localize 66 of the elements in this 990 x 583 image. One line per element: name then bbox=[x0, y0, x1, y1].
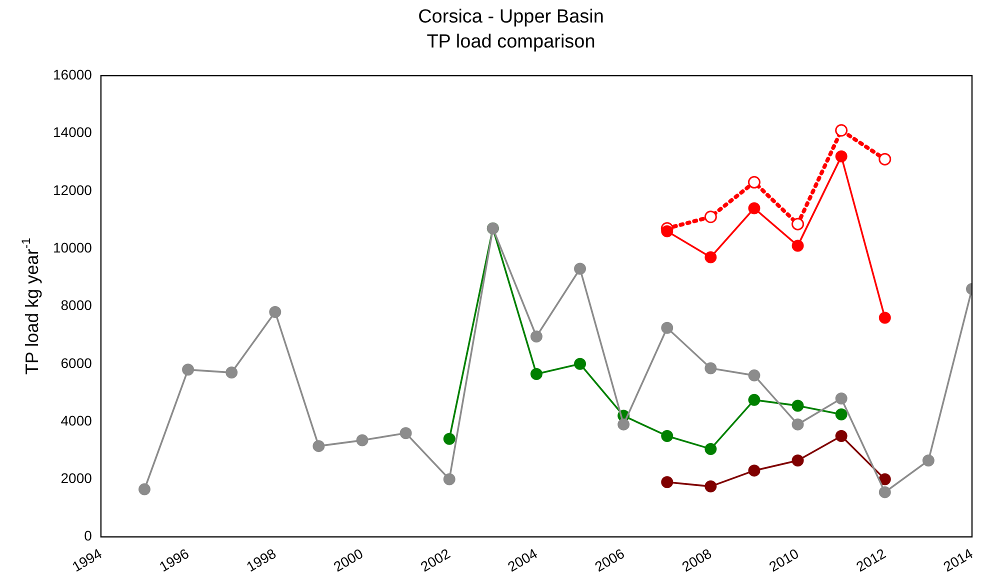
point bbox=[748, 394, 760, 406]
x-tick-label: 1994 bbox=[69, 545, 105, 575]
y-tick-label: 16000 bbox=[52, 66, 92, 82]
point bbox=[356, 434, 368, 446]
point bbox=[530, 368, 542, 380]
x-tick-label: 2006 bbox=[592, 545, 628, 575]
point bbox=[704, 442, 717, 455]
y-tick-label: 14000 bbox=[52, 124, 92, 140]
point bbox=[792, 240, 804, 252]
point bbox=[530, 330, 542, 343]
point bbox=[748, 176, 760, 189]
y-tick-label: 4000 bbox=[60, 412, 92, 428]
point bbox=[878, 486, 891, 498]
x-tick-label: 2010 bbox=[766, 545, 802, 575]
point bbox=[748, 464, 760, 477]
y-tick-label: 6000 bbox=[60, 354, 92, 371]
point bbox=[661, 430, 674, 442]
point bbox=[704, 480, 717, 492]
point bbox=[574, 358, 586, 370]
y-tick-label: 12000 bbox=[52, 182, 92, 198]
point bbox=[835, 392, 848, 404]
point bbox=[138, 483, 150, 496]
point bbox=[661, 225, 674, 238]
x-tick-label: 2000 bbox=[330, 545, 366, 575]
point bbox=[878, 312, 891, 324]
point bbox=[269, 306, 282, 318]
point bbox=[704, 362, 717, 374]
point bbox=[443, 473, 456, 486]
chart-subtitle: TP load comparison bbox=[426, 31, 596, 52]
y-axis-title: TP load kg year-1 bbox=[19, 238, 42, 375]
point bbox=[574, 262, 586, 275]
y-tick-label: 10000 bbox=[52, 239, 92, 256]
point bbox=[792, 418, 804, 430]
point bbox=[226, 366, 238, 379]
point bbox=[748, 202, 760, 214]
point bbox=[704, 210, 717, 224]
point bbox=[182, 364, 194, 376]
point bbox=[878, 473, 891, 486]
point bbox=[748, 369, 760, 382]
point bbox=[618, 418, 630, 430]
x-tick-label: 1996 bbox=[156, 545, 192, 575]
x-tick-label: 1998 bbox=[244, 545, 279, 575]
point bbox=[443, 432, 456, 445]
point bbox=[835, 430, 848, 442]
point bbox=[792, 218, 804, 230]
point bbox=[878, 152, 892, 166]
point bbox=[312, 440, 325, 452]
point bbox=[835, 150, 848, 162]
point bbox=[835, 124, 848, 137]
point bbox=[835, 408, 848, 420]
point bbox=[792, 454, 804, 466]
x-tick-label: 2012 bbox=[853, 545, 888, 575]
y-tick-label: 8000 bbox=[60, 297, 92, 314]
chart-title: Corsica - Upper Basin bbox=[418, 6, 604, 28]
point bbox=[400, 427, 412, 440]
y-tick-label: 2000 bbox=[60, 470, 92, 486]
x-tick-label: 2014 bbox=[940, 545, 976, 575]
x-tick-label: 2004 bbox=[504, 545, 540, 575]
point bbox=[661, 476, 674, 488]
x-tick-label: 2002 bbox=[418, 545, 453, 575]
y-tick-label: 0 bbox=[84, 528, 92, 544]
x-tick-label: 2008 bbox=[679, 545, 714, 575]
point bbox=[792, 400, 804, 412]
point bbox=[704, 251, 717, 264]
point bbox=[922, 454, 934, 466]
point bbox=[661, 322, 674, 334]
